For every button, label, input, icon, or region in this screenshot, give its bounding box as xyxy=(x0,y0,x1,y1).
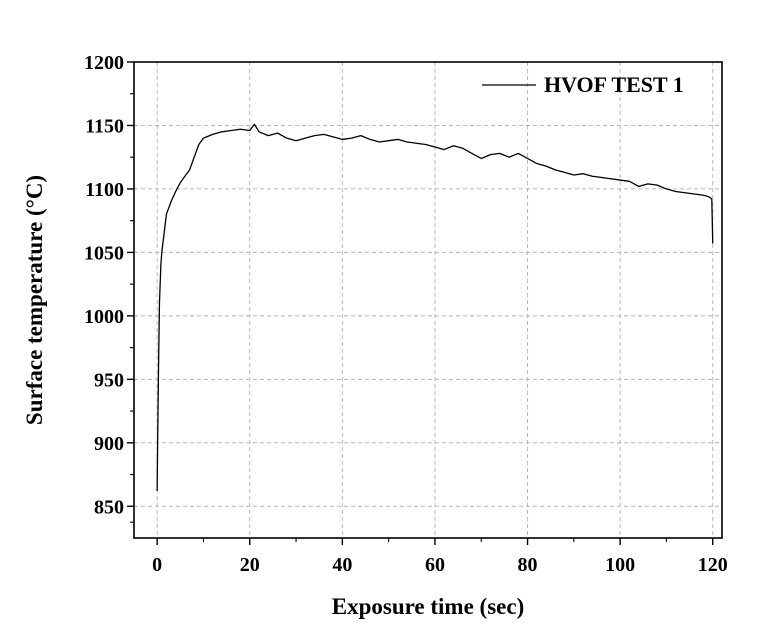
minor-ticks xyxy=(130,93,667,542)
y-tick-label: 850 xyxy=(94,496,124,518)
x-tick-label: 60 xyxy=(425,554,445,576)
x-tick-label: 120 xyxy=(698,554,728,576)
x-tick-label: 20 xyxy=(240,554,260,576)
y-axis-title: Surface temperature (°C) xyxy=(22,175,47,425)
x-tick-label: 100 xyxy=(605,554,635,576)
y-tick-labels: 850 900 950 1000 1050 1100 1150 1200 xyxy=(84,52,124,518)
y-tick-label: 1000 xyxy=(84,306,124,328)
y-tick-label: 900 xyxy=(94,433,124,455)
x-tick-label: 80 xyxy=(518,554,538,576)
tick-marks xyxy=(127,61,714,545)
legend: HVOF TEST 1 xyxy=(482,72,684,97)
series-layer xyxy=(156,123,714,492)
x-tick-label: 40 xyxy=(332,554,352,576)
y-tick-label: 1050 xyxy=(84,242,124,264)
y-tick-label: 950 xyxy=(94,369,124,391)
grid-lines xyxy=(134,61,722,538)
y-tick-label: 1150 xyxy=(85,115,124,137)
series-line xyxy=(156,123,714,492)
legend-label: HVOF TEST 1 xyxy=(544,72,684,97)
y-tick-label: 1200 xyxy=(84,52,124,74)
y-tick-label: 1100 xyxy=(85,179,124,201)
x-tick-label: 0 xyxy=(152,554,162,576)
plot-frame xyxy=(133,61,723,539)
x-tick-labels: 0 20 40 60 80 100 120 xyxy=(152,554,728,576)
x-axis-title: Exposure time (sec) xyxy=(332,594,524,619)
